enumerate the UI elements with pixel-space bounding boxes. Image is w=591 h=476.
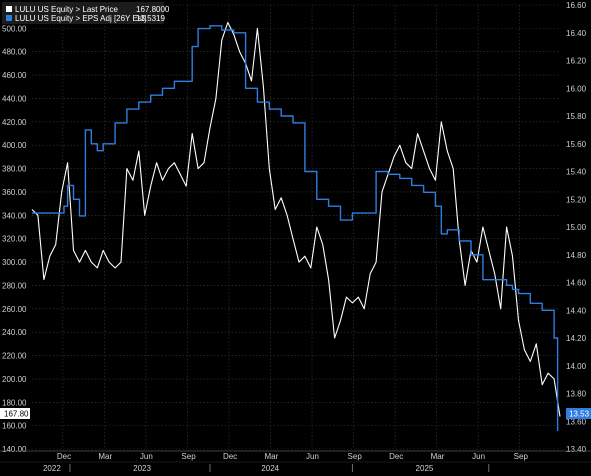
legend-value-price: 167.8000 [136, 5, 170, 14]
right-tick-label: 14.60 [566, 279, 587, 288]
month-tick-label: Sep [181, 452, 196, 461]
right-tick-label: 16.20 [566, 57, 587, 66]
right-axis: 13.40 13.60 13.80 14.00 14.20 14.40 14.60 14.80… [566, 1, 587, 454]
legend-swatch-price [6, 6, 12, 12]
left-tick-label: 220.00 [2, 352, 27, 361]
legend: LULU US Equity > Last Price 167.8000 LUL… [2, 2, 170, 24]
month-tick-label: Jun [472, 452, 485, 461]
right-tick-label: 14.20 [566, 334, 587, 343]
month-tick-label: Jun [306, 452, 319, 461]
left-tick-label: 460.00 [2, 71, 27, 80]
right-tick-label: 16.00 [566, 84, 587, 93]
legend-label-price: LULU US Equity > Last Price [15, 5, 118, 14]
left-tick-label: 180.00 [2, 398, 27, 407]
right-tick-label: 13.80 [566, 390, 587, 399]
left-tick-label: 400.00 [2, 141, 27, 150]
left-tick-label: 340.00 [2, 211, 27, 220]
right-tick-label: 15.60 [566, 140, 587, 149]
current-eps-badge: 13.53 [566, 408, 591, 419]
series-layer [31, 21, 561, 431]
month-tick-label: Mar [264, 452, 278, 461]
left-tick-label: 160.00 [2, 422, 27, 431]
current-eps-label: 13.53 [569, 410, 590, 419]
left-tick-label: 480.00 [2, 48, 27, 57]
current-price-badge: 167.80 [0, 408, 30, 419]
x-axis: Dec Mar Jun Sep Dec Mar Jun Sep Dec Mar Jun Sep 2022… [0, 450, 591, 473]
right-tick-label: 15.40 [566, 168, 587, 177]
left-tick-label: 260.00 [2, 305, 27, 314]
left-tick-label: 420.00 [2, 118, 27, 127]
month-tick-label: Dec [57, 452, 71, 461]
month-tick-label: Dec [389, 452, 403, 461]
left-tick-label: 280.00 [2, 281, 27, 290]
right-tick-label: 14.40 [566, 306, 587, 315]
legend-label-eps: LULU US Equity > EPS Adj [26Y Est] [15, 14, 146, 23]
year-label: 2025 [416, 464, 434, 473]
year-label: 2024 [261, 464, 279, 473]
right-tick-label: 14.80 [566, 251, 587, 260]
left-tick-label: 200.00 [2, 375, 27, 384]
left-tick-label: 140.00 [2, 445, 27, 454]
left-tick-label: 440.00 [2, 94, 27, 103]
current-price-label: 167.80 [4, 410, 29, 419]
legend-value-eps: 13.5319 [136, 14, 165, 23]
right-tick-label: 15.00 [566, 223, 587, 232]
month-tick-label: Mar [98, 452, 112, 461]
left-tick-label: 500.00 [2, 24, 27, 33]
right-tick-label: 14.00 [566, 362, 587, 371]
right-tick-label: 13.40 [566, 445, 587, 454]
month-tick-label: Dec [223, 452, 237, 461]
current-eps-badge-bg [566, 408, 591, 419]
left-tick-label: 240.00 [2, 328, 27, 337]
year-label: 2022 [43, 464, 61, 473]
current-price-badge-bg [0, 408, 30, 419]
left-tick-label: 380.00 [2, 165, 27, 174]
left-tick-label: 300.00 [2, 258, 27, 267]
right-tick-label: 13.60 [566, 417, 587, 426]
series-line-price [31, 21, 561, 417]
year-label: 2023 [133, 464, 151, 473]
month-tick-label: Sep [514, 452, 529, 461]
left-tick-label: 320.00 [2, 235, 27, 244]
month-tick-label: Sep [348, 452, 363, 461]
month-tick-label: Mar [431, 452, 445, 461]
left-axis: 140.00 160.00 180.00 200.00 220.00 240.00 260.… [2, 1, 27, 454]
right-tick-label: 15.80 [566, 112, 587, 121]
legend-background [2, 2, 164, 24]
legend-swatch-eps [6, 15, 12, 21]
month-tick-label: Jun [140, 452, 153, 461]
right-tick-label: 16.40 [566, 29, 587, 38]
left-tick-label: 360.00 [2, 188, 27, 197]
series-line-eps [32, 25, 559, 431]
right-tick-label: 15.20 [566, 195, 587, 204]
right-tick-label: 16.60 [566, 1, 587, 10]
